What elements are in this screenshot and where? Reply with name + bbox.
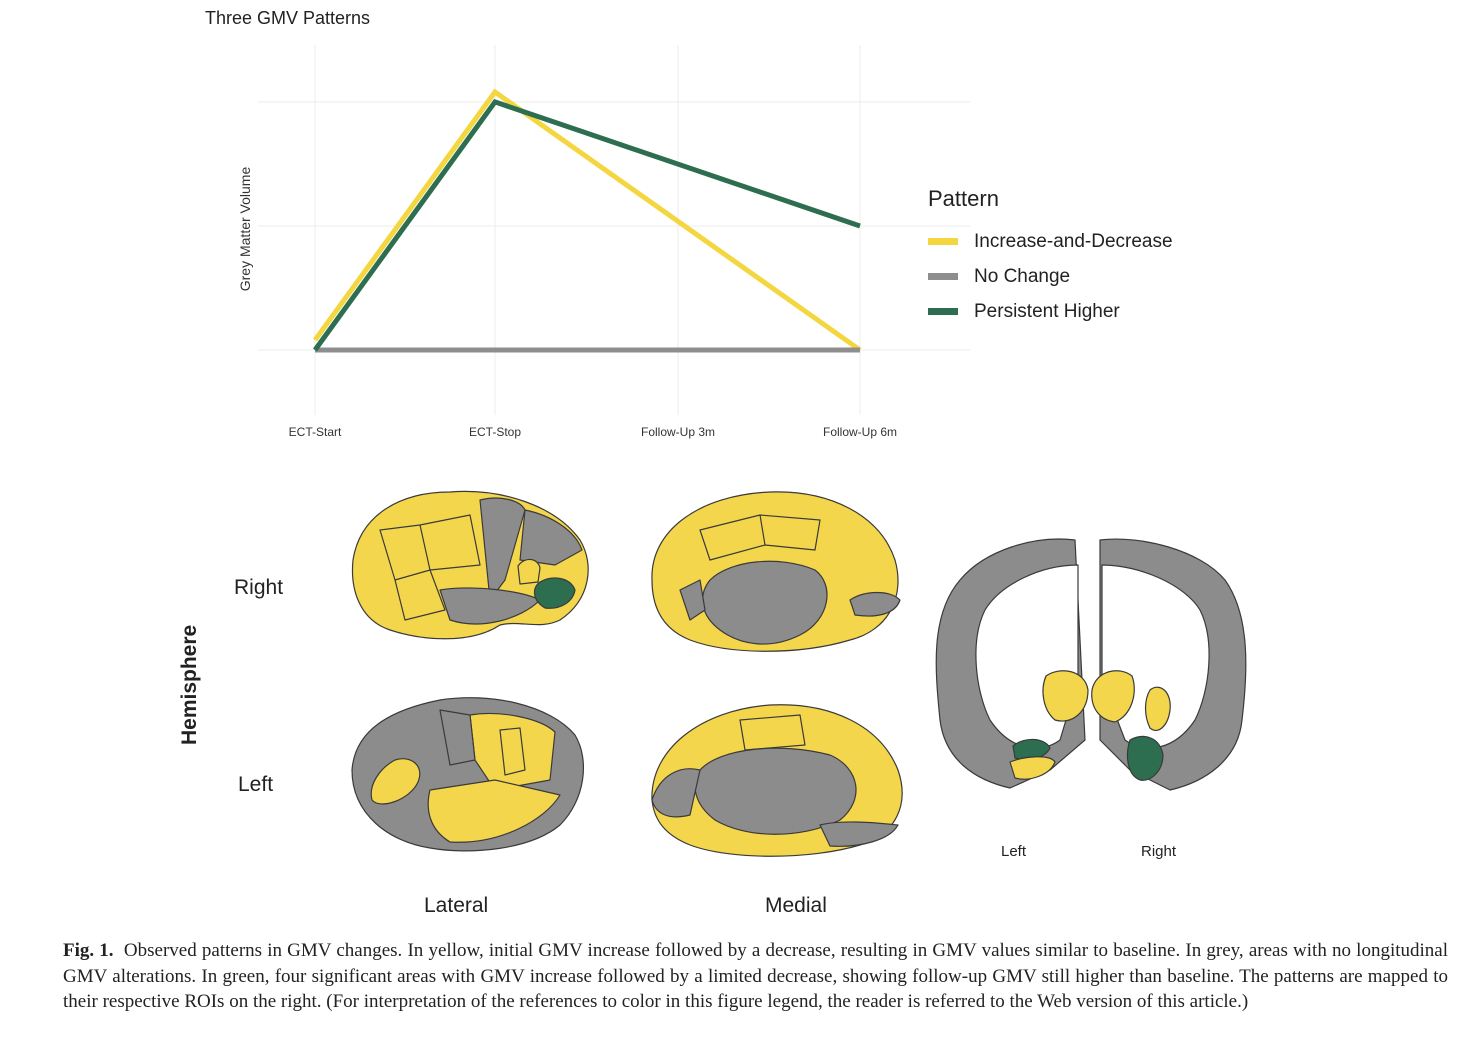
legend-swatch <box>928 308 958 315</box>
coronal-label-left: Left <box>1001 843 1027 860</box>
grid-layer <box>258 45 970 415</box>
caption-label: Fig. 1. <box>63 940 114 961</box>
right-medial-brain <box>651 491 901 652</box>
legend-item-no-change: No Change <box>928 259 1173 294</box>
tick-layer: ECT-Start ECT-Stop Follow-Up 3m Follow-Up 6… <box>289 425 897 439</box>
row-label-left: Left <box>238 773 274 796</box>
figure-caption: Fig. 1. Observed patterns in GMV changes… <box>63 938 1448 1015</box>
legend-item-increase-and-decrease: Increase-and-Decrease <box>928 224 1173 259</box>
x-tick-label: Follow-Up 6m <box>823 425 897 439</box>
coronal-label-right: Right <box>1141 843 1177 860</box>
left-medial-brain <box>651 704 903 857</box>
column-label-medial: Medial <box>765 894 827 917</box>
legend-title: Pattern <box>928 186 999 211</box>
caption-text: Observed patterns in GMV changes. In yel… <box>63 940 1448 1012</box>
right-lateral-brain <box>351 490 589 640</box>
legend-label: No Change <box>974 265 1071 287</box>
series-line-persistent-higher <box>312 98 861 352</box>
line-chart: ECT-Start ECT-Stop Follow-Up 3m Follow-Up 6… <box>258 45 970 439</box>
legend-label: Persistent Higher <box>974 300 1120 322</box>
series-layer <box>312 88 862 353</box>
row-label-right: Right <box>234 576 284 599</box>
coronal-slice <box>935 538 1247 791</box>
column-label-lateral: Lateral <box>424 894 489 917</box>
x-tick-label: ECT-Stop <box>469 425 521 439</box>
left-lateral-brain <box>351 697 585 852</box>
legend-swatch <box>928 238 958 245</box>
legend-swatch <box>928 273 958 280</box>
x-tick-label: ECT-Start <box>289 425 342 439</box>
chart-title: Three GMV Patterns <box>205 8 371 28</box>
brain-maps <box>351 490 1247 857</box>
legend-label: Increase-and-Decrease <box>974 230 1173 252</box>
series-line-increase-and-decrease <box>312 88 862 353</box>
x-tick-label: Follow-Up 3m <box>641 425 715 439</box>
legend: Pattern Increase-and-Decrease No Change … <box>928 186 1173 329</box>
legend-item-persistent-higher: Persistent Higher <box>928 294 1173 329</box>
